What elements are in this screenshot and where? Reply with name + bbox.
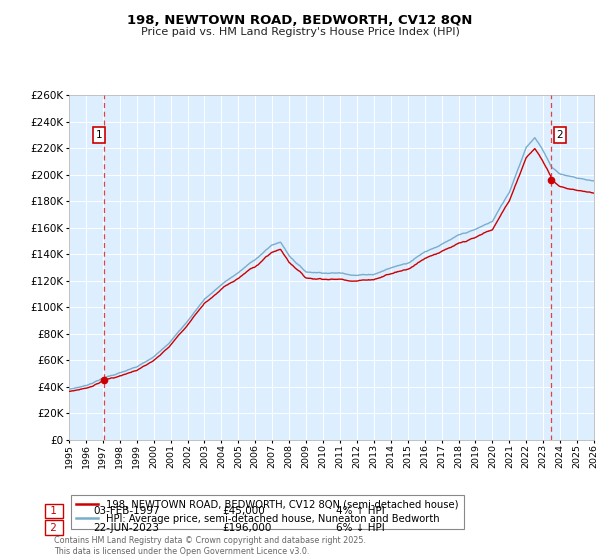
Legend: 198, NEWTOWN ROAD, BEDWORTH, CV12 8QN (semi-detached house), HPI: Average price,: 198, NEWTOWN ROAD, BEDWORTH, CV12 8QN (s… (71, 494, 464, 529)
Text: 2: 2 (47, 522, 61, 533)
Text: 1: 1 (96, 130, 103, 140)
Text: £45,000: £45,000 (222, 506, 265, 516)
Text: Price paid vs. HM Land Registry's House Price Index (HPI): Price paid vs. HM Land Registry's House … (140, 27, 460, 37)
Text: 6% ↓ HPI: 6% ↓ HPI (336, 522, 385, 533)
Text: £196,000: £196,000 (222, 522, 271, 533)
Text: 1: 1 (47, 506, 61, 516)
Text: Contains HM Land Registry data © Crown copyright and database right 2025.
This d: Contains HM Land Registry data © Crown c… (54, 536, 366, 556)
Text: 2: 2 (556, 130, 563, 140)
Text: 198, NEWTOWN ROAD, BEDWORTH, CV12 8QN: 198, NEWTOWN ROAD, BEDWORTH, CV12 8QN (127, 14, 473, 27)
Text: 22-JUN-2023: 22-JUN-2023 (93, 522, 159, 533)
Text: 4% ↑ HPI: 4% ↑ HPI (336, 506, 385, 516)
Text: 03-FEB-1997: 03-FEB-1997 (93, 506, 160, 516)
